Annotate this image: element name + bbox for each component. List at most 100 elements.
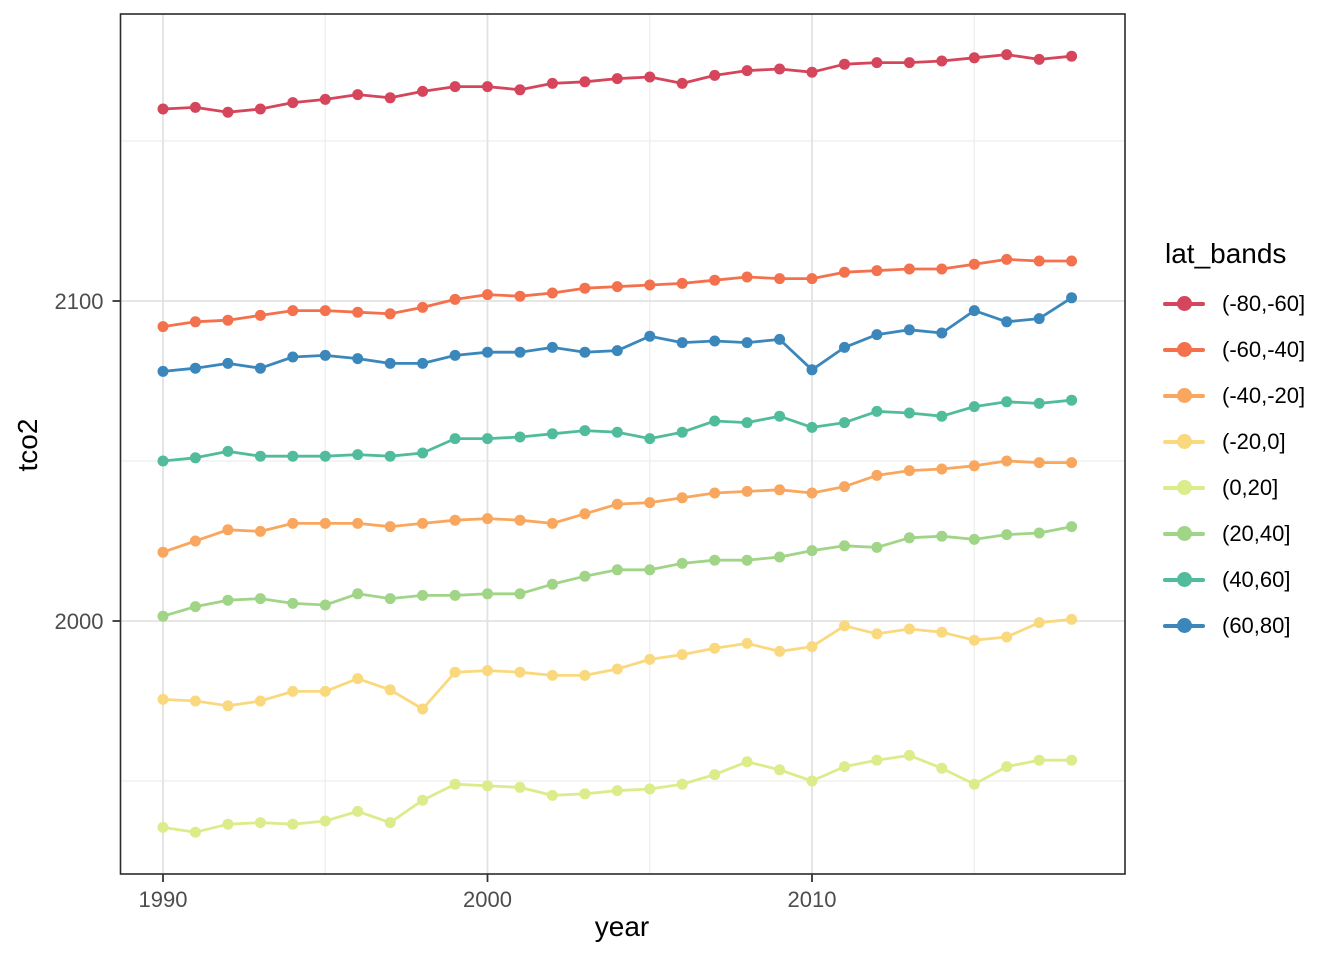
data-point [871, 469, 883, 481]
data-point [903, 57, 915, 69]
data-point [189, 601, 201, 613]
data-point [449, 293, 461, 305]
data-point [352, 353, 364, 365]
data-point [287, 517, 299, 529]
data-point [254, 817, 266, 829]
data-point [546, 578, 558, 590]
data-point [1066, 394, 1078, 406]
data-point [611, 426, 623, 438]
data-point [222, 106, 234, 118]
data-point [611, 564, 623, 576]
legend-item: (60,80] [1163, 613, 1305, 638]
data-point [644, 279, 656, 291]
legend-key-icon [1163, 295, 1205, 313]
data-point [968, 401, 980, 413]
data-point [1066, 613, 1078, 625]
data-point [579, 76, 591, 88]
legend-key-dot [1176, 572, 1192, 587]
data-point [319, 815, 331, 827]
data-point [222, 314, 234, 326]
data-point [806, 775, 818, 787]
data-point [417, 85, 429, 97]
legend-label: (-40,-20] [1222, 382, 1306, 408]
data-point [774, 333, 786, 345]
data-point [709, 769, 721, 781]
data-point [546, 669, 558, 681]
data-point [741, 485, 753, 497]
data-point [644, 71, 656, 83]
data-point [806, 66, 818, 78]
data-point [774, 551, 786, 563]
legend-key-dot [1176, 388, 1192, 403]
data-point [774, 645, 786, 657]
data-point [644, 653, 656, 665]
data-point [482, 289, 493, 301]
data-point [774, 410, 786, 422]
data-point [1033, 527, 1045, 539]
data-point [709, 69, 721, 81]
data-point [741, 65, 753, 77]
data-point [482, 346, 493, 358]
data-point [1066, 255, 1078, 267]
data-point [319, 450, 331, 462]
data-point [384, 92, 396, 104]
data-point [449, 778, 461, 790]
data-point [352, 449, 364, 461]
data-point [579, 508, 591, 520]
data-point [709, 554, 721, 566]
data-point [871, 754, 883, 766]
data-point [352, 517, 364, 529]
data-point [806, 364, 818, 376]
data-point [579, 425, 591, 437]
data-point [579, 570, 591, 582]
data-point [1001, 316, 1013, 328]
data-point [482, 81, 493, 93]
data-point [449, 589, 461, 601]
data-point [1033, 457, 1045, 469]
panel-background [120, 14, 1125, 874]
data-point [774, 484, 786, 496]
data-point [417, 794, 429, 806]
data-point [611, 785, 623, 797]
data-point [189, 452, 201, 464]
data-point [611, 281, 623, 293]
data-point [189, 316, 201, 328]
data-point [1066, 292, 1078, 304]
data-point [254, 103, 266, 115]
data-point [157, 610, 169, 622]
data-point [319, 305, 331, 317]
data-point [709, 274, 721, 286]
data-point [157, 455, 169, 467]
data-point [189, 695, 201, 707]
legend-key-icon [1163, 341, 1205, 359]
data-point [449, 81, 461, 93]
data-point [1001, 49, 1013, 61]
data-point [189, 362, 201, 374]
data-point [514, 588, 526, 600]
data-point [1033, 754, 1045, 766]
data-point [417, 517, 429, 529]
data-point [222, 445, 234, 457]
data-point [287, 685, 299, 697]
data-point [936, 626, 948, 638]
data-point [319, 349, 331, 361]
data-point [806, 487, 818, 499]
data-point [254, 695, 266, 707]
data-point [611, 73, 623, 85]
legend-key-dot [1176, 480, 1192, 495]
data-point [352, 89, 364, 101]
data-point [968, 305, 980, 317]
data-point [1001, 631, 1013, 643]
data-point [676, 557, 688, 569]
data-point [254, 309, 266, 321]
data-point [903, 263, 915, 275]
data-point [936, 762, 948, 774]
data-point [222, 594, 234, 606]
legend-item: (-40,-20] [1163, 382, 1306, 408]
data-point [222, 524, 234, 536]
legend-key-icon [1163, 571, 1205, 589]
data-point [968, 460, 980, 472]
data-point [319, 599, 331, 611]
data-point [384, 357, 396, 369]
series-(20,40] [157, 521, 1078, 622]
